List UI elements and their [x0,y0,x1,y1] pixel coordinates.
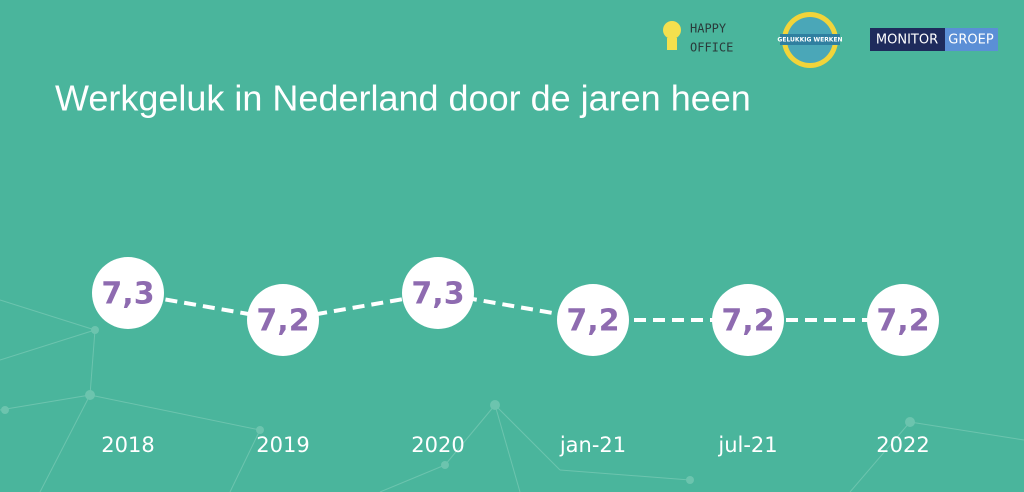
happy-office-logo: HAPPY OFFICE [663,21,733,55]
point [247,284,319,356]
point [402,257,474,329]
value-label: 7,2 [566,304,619,339]
gelukkig-werken-logo: GELUKKIG WERKEN [777,12,843,68]
x-tick-label: jul-21 [717,433,777,457]
x-tick-label: 2022 [876,433,929,457]
value-label: 7,3 [411,277,464,312]
value-label: 7,2 [256,304,309,339]
badge-ribbon [780,34,840,45]
value-label: 7,2 [721,304,774,339]
point [867,284,939,356]
logo-text: GELUKKIG WERKEN [777,37,842,44]
point [712,284,784,356]
chart-title: Werkgeluk in Nederland door de jaren hee… [55,78,751,119]
logo-text: MONITOR [876,33,938,48]
bulb-icon [663,21,681,39]
x-tick-label: 2019 [256,433,309,457]
point [92,257,164,329]
x-tick-label: 2020 [411,433,464,457]
logo-text: HAPPY [690,22,727,36]
value-label: 7,2 [876,304,929,339]
point [557,284,629,356]
logo-box [945,28,998,51]
value-label: 7,3 [101,277,154,312]
logo-text: OFFICE [690,41,733,55]
logo-text: GROEP [948,33,994,48]
x-tick-label: 2018 [101,433,154,457]
network-decoration [0,299,1024,492]
monitor-groep-logo: MONITOR GROEP [870,28,998,51]
x-tick-label: jan-21 [559,433,626,457]
logo-box [870,28,945,51]
bulb-base [667,38,677,50]
